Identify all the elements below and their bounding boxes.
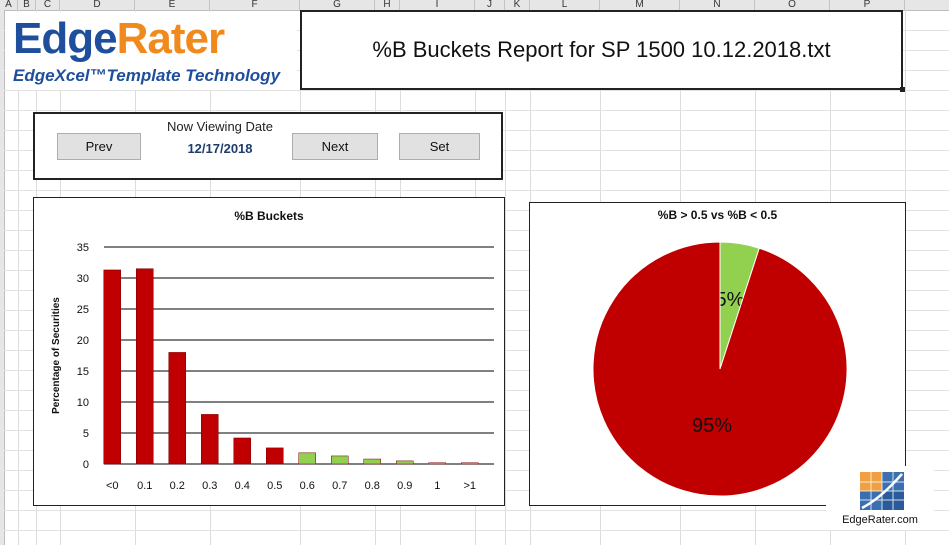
x-tick-label: 0.4 xyxy=(235,480,250,492)
column-header-b[interactable]: B xyxy=(18,0,36,10)
pie-slice xyxy=(592,241,848,497)
bar-chart-title: %B Buckets xyxy=(234,209,304,223)
column-header-c[interactable]: C xyxy=(36,0,60,10)
report-title: %B Buckets Report for SP 1500 10.12.2018… xyxy=(372,37,831,62)
grid-line-horizontal xyxy=(4,90,949,91)
x-tick-label: <0 xyxy=(106,480,119,492)
bar xyxy=(201,414,219,465)
pie-chart-title: %B > 0.5 vs %B < 0.5 xyxy=(657,208,778,222)
resize-handle[interactable] xyxy=(900,87,905,92)
column-header-k[interactable]: K xyxy=(505,0,530,10)
x-tick-label: 0.8 xyxy=(365,480,380,492)
y-tick-label: 20 xyxy=(77,335,89,347)
x-tick-label: 0.1 xyxy=(137,480,152,492)
column-header-m[interactable]: M xyxy=(600,0,680,10)
report-title-box[interactable]: %B Buckets Report for SP 1500 10.12.2018… xyxy=(300,10,905,92)
prev-button[interactable]: Prev xyxy=(57,133,141,160)
next-button[interactable]: Next xyxy=(292,133,378,160)
y-tick-label: 0 xyxy=(83,459,89,471)
bar xyxy=(396,460,414,465)
x-tick-label: 0.2 xyxy=(170,480,185,492)
column-header-l[interactable]: L xyxy=(530,0,600,10)
logo-edge-text: Edge xyxy=(13,14,118,63)
badge-text: EdgeRater.com xyxy=(842,514,918,526)
pie-chart-plot: 5% 95% xyxy=(592,241,848,497)
bar xyxy=(168,352,186,465)
logo-wordmark: EdgeRater xyxy=(13,14,225,64)
y-axis-label: Percentage of Securities xyxy=(51,297,62,414)
x-tick-label: 0.6 xyxy=(300,480,315,492)
y-tick-label: 30 xyxy=(77,273,89,285)
logo-rater-text: Rater xyxy=(116,14,225,63)
bar xyxy=(136,268,154,465)
set-button[interactable]: Set xyxy=(399,133,480,160)
bar xyxy=(428,462,446,465)
pie-chart[interactable]: %B > 0.5 vs %B < 0.5 5% 95% xyxy=(529,202,906,506)
column-header-o[interactable]: O xyxy=(755,0,830,10)
column-header-h[interactable]: H xyxy=(375,0,400,10)
bar xyxy=(266,447,284,465)
bar-chart-plot: 0 5 10 15 20 25 30 35 <0 0.1 0.2 0.3 0.4 0.5 0.6 0.7 0.8… xyxy=(51,242,494,492)
current-date: 12/17/2018 xyxy=(187,141,253,156)
column-header-f[interactable]: F xyxy=(210,0,300,10)
bar xyxy=(298,452,316,465)
column-header-j[interactable]: J xyxy=(475,0,505,10)
column-header-g[interactable]: G xyxy=(300,0,375,10)
y-tick-label: 35 xyxy=(77,242,89,254)
bar xyxy=(363,458,381,465)
grid-line-horizontal xyxy=(4,530,949,531)
x-tick-label: >1 xyxy=(463,480,476,492)
row-header-bar xyxy=(0,10,5,545)
edgerater-badge: EdgeRater.com xyxy=(826,466,934,530)
y-tick-label: 10 xyxy=(77,397,89,409)
grid-line-horizontal xyxy=(4,190,949,191)
bar xyxy=(103,269,121,465)
pie-slice-label: 5% xyxy=(716,289,745,311)
logo-tagline: EdgeXcel™Template Technology xyxy=(13,66,281,85)
x-tick-label: 1 xyxy=(434,480,440,492)
x-tick-label: 0.7 xyxy=(332,480,347,492)
y-tick-label: 25 xyxy=(77,304,89,316)
y-tick-label: 15 xyxy=(77,366,89,378)
grid-line-horizontal xyxy=(4,110,949,111)
bar-chart[interactable]: %B Buckets 0 5 10 15 20 25 30 35 <0 0.1 0.2 0.3 0.4 0… xyxy=(33,197,505,506)
edgerater-logo: EdgeRater EdgeXcel™Template Technology xyxy=(5,12,297,90)
column-header-d[interactable]: D xyxy=(60,0,135,10)
date-navigation-panel: Now Viewing Date 12/17/2018 Prev Next Se… xyxy=(33,112,503,180)
bar xyxy=(233,437,251,465)
chart-logo-icon xyxy=(860,472,904,510)
x-tick-label: 0.5 xyxy=(267,480,282,492)
column-header-p[interactable]: P xyxy=(830,0,905,10)
column-header-i[interactable]: I xyxy=(400,0,475,10)
now-viewing-label: Now Viewing Date xyxy=(167,119,273,134)
y-tick-label: 5 xyxy=(83,428,89,440)
bar xyxy=(331,455,349,465)
column-header-e[interactable]: E xyxy=(135,0,210,10)
bar xyxy=(461,462,479,465)
column-header-a[interactable]: A xyxy=(0,0,18,10)
pie-slice-label: 95% xyxy=(692,415,732,437)
grid-line-vertical xyxy=(505,10,506,545)
column-header-n[interactable]: N xyxy=(680,0,755,10)
x-tick-label: 0.9 xyxy=(397,480,412,492)
x-tick-label: 0.3 xyxy=(202,480,217,492)
grid-line-horizontal xyxy=(4,510,949,511)
grid-line-vertical xyxy=(18,10,19,545)
